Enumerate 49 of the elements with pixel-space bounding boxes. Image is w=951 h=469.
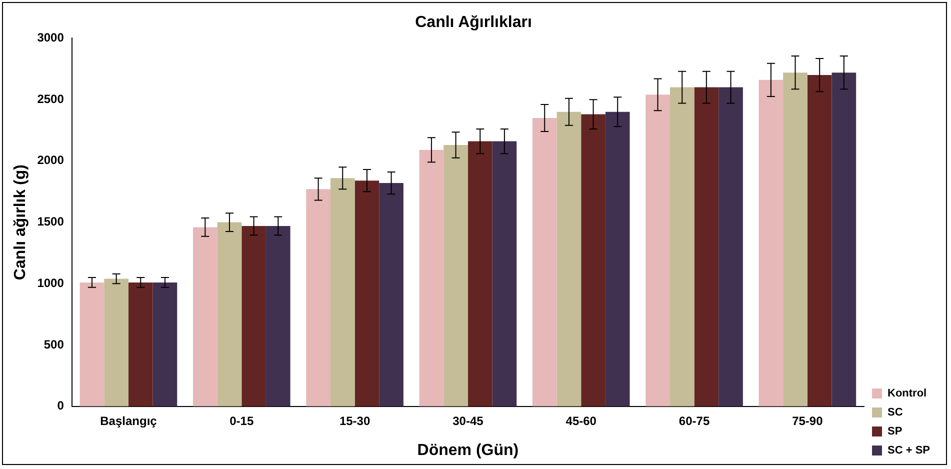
bar [556, 112, 582, 406]
x-axis-title: Dönem (Gün) [417, 442, 519, 459]
bar [266, 226, 290, 406]
legend-label: Kontrol [888, 388, 927, 400]
legend-label: SP [888, 426, 902, 438]
y-tick-label: 3000 [37, 30, 64, 45]
bar [468, 141, 492, 406]
bar [444, 144, 468, 406]
bar [192, 227, 218, 406]
x-tick-label: Başlangıç [100, 414, 158, 428]
y-tick-label: 500 [44, 337, 64, 352]
bar [80, 282, 104, 406]
bar [128, 282, 153, 406]
bar [152, 282, 178, 406]
y-axis-title: Canlı ağırlık (g) [12, 164, 30, 280]
bar [354, 180, 380, 406]
bar [419, 150, 444, 406]
bar [532, 118, 557, 406]
y-tick-label: 2000 [37, 153, 64, 168]
bar [646, 94, 670, 406]
bar [807, 75, 832, 406]
chart-title: Canlı Ağırlıkları [415, 14, 532, 32]
bar [670, 87, 694, 406]
bar [217, 222, 242, 406]
bar [605, 112, 630, 406]
legend-label: SC [888, 406, 903, 419]
x-tick-label: 45-60 [566, 414, 597, 428]
y-tick-label: 2500 [37, 92, 64, 106]
legend-label: SC + SP [888, 444, 930, 457]
x-tick-label: 0-15 [230, 414, 254, 428]
bar [330, 178, 355, 406]
bar [581, 114, 606, 406]
y-tick-label: 0 [57, 398, 64, 413]
bar [104, 278, 128, 406]
bar [492, 141, 517, 406]
y-tick-label: 1500 [37, 214, 64, 229]
bar [694, 87, 719, 406]
x-tick-label: 75-90 [792, 414, 824, 428]
x-tick-label: 60-75 [678, 414, 710, 428]
y-tick-label: 1000 [37, 276, 64, 290]
x-tick-label: 15-30 [339, 414, 370, 428]
bar [306, 189, 330, 406]
bar [242, 226, 266, 406]
bar [832, 72, 856, 406]
bar [783, 72, 808, 406]
x-tick-label: 30-45 [452, 414, 484, 428]
bar [379, 183, 404, 406]
bar [758, 80, 784, 406]
bar [718, 87, 743, 406]
